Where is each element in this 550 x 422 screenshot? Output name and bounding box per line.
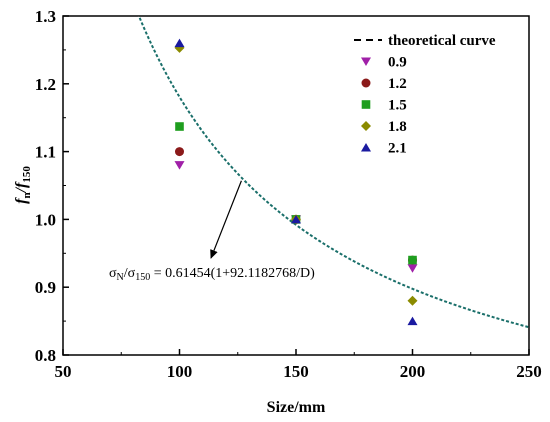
data-point-series-2.1: [174, 38, 185, 48]
data-point-series-0.9: [174, 161, 185, 170]
legend-label-1.2: 1.2: [388, 76, 407, 92]
legend-label-1.5: 1.5: [388, 98, 407, 114]
legend-label-0.9: 0.9: [388, 55, 407, 71]
theoretical-curve: [137, 16, 529, 329]
legend-label-2.1: 2.1: [388, 141, 407, 157]
x-axis-title: Size/mm: [267, 399, 326, 416]
y-tick-label: 1.0: [35, 210, 56, 229]
annotation-arrow: [210, 180, 242, 259]
data-point-series-2.1: [407, 316, 418, 326]
y-tick-label: 0.9: [35, 278, 56, 297]
x-tick-label: 250: [516, 362, 542, 381]
legend-marker-1.8: [361, 121, 371, 131]
legend-marker-2.1: [361, 143, 371, 152]
legend-marker-1.2: [361, 78, 371, 88]
legend-marker-0.9: [361, 57, 371, 66]
legend-marker-1.5: [361, 100, 371, 109]
data-point-series-0.9: [407, 264, 418, 273]
annotation-equation: σN/σ150 = 0.61454(1+92.1182768/D): [109, 266, 315, 283]
x-tick-label: 150: [283, 362, 309, 381]
data-points: [174, 38, 418, 326]
y-tick-label: 1.2: [35, 75, 56, 94]
data-point-series-1.5: [408, 255, 417, 265]
y-axis-title: fn/f150: [13, 166, 33, 204]
legend-label-1.8: 1.8: [388, 119, 407, 135]
data-point-series-1.2: [175, 147, 184, 157]
x-axis-ticks: 50 100 150 200 250: [55, 349, 542, 381]
legend: theoretical curve 0.9 1.2 1.5 1.8 2.1: [354, 33, 496, 157]
data-point-series-2.1: [291, 214, 301, 224]
y-axis-ticks: 0.8 0.9 1.0 1.1 1.2 1.3: [35, 7, 69, 365]
x-tick-label: 200: [400, 362, 426, 381]
data-point-series-1.8: [407, 295, 418, 306]
y-tick-label: 0.8: [35, 346, 56, 365]
legend-label-curve: theoretical curve: [388, 33, 496, 49]
data-point-series-1.5: [175, 122, 184, 131]
plot-frame: [62, 15, 530, 356]
y-tick-label: 1.3: [35, 7, 56, 26]
x-tick-label: 50: [55, 362, 72, 381]
y-tick-label: 1.1: [35, 143, 56, 162]
x-tick-label: 100: [167, 362, 193, 381]
